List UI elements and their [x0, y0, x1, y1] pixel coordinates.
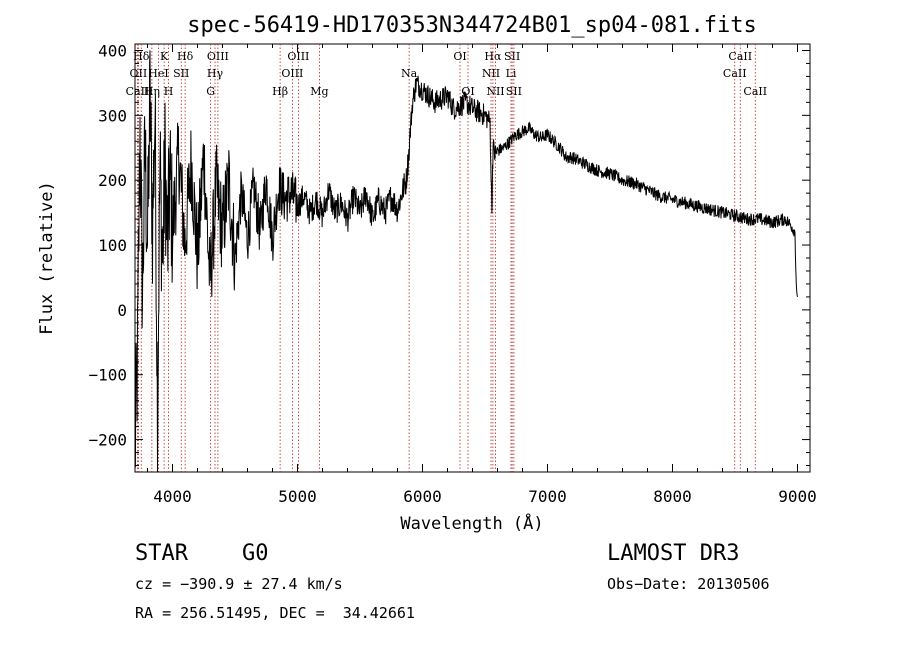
- coordinates: RA = 256.51495, DEC = 34.42661: [135, 604, 415, 622]
- line-label-1-3: Hγ: [207, 67, 224, 80]
- line-label-2-5: Mg: [310, 85, 328, 98]
- redshift-cz: cz = −390.9 ± 27.4 km/s: [135, 575, 343, 593]
- line-label-0-0: Hδ: [133, 50, 150, 63]
- line-label-2-2: H: [164, 85, 174, 98]
- line-label-0-1: K: [160, 50, 169, 63]
- y-tick-label-6: 400: [98, 41, 127, 60]
- line-label-1-1: HeI: [148, 67, 168, 80]
- line-label-2-3: G: [206, 85, 215, 98]
- y-tick-label-3: 100: [98, 236, 127, 255]
- x-tick-label-2: 6000: [403, 487, 442, 506]
- line-label-0-4: OIII: [287, 50, 309, 63]
- observation-date: Obs−Date: 20130506: [607, 575, 770, 593]
- flux-series-line: [134, 50, 798, 473]
- object-subclass: G0: [242, 541, 269, 566]
- y-axis-ticks: −200 −100 0 100 200 300 400: [88, 41, 810, 467]
- line-label-1-8: CaII: [723, 67, 747, 80]
- line-label-0-7: SII: [504, 50, 520, 63]
- line-label-0-8: CaII: [728, 50, 752, 63]
- line-label-1-7: Li: [506, 67, 517, 80]
- line-label-1-4: OIII: [281, 67, 303, 80]
- x-axis-label: Wavelength (Å): [400, 512, 543, 534]
- x-tick-label-1: 5000: [278, 487, 317, 506]
- y-tick-label-0: −200: [88, 431, 127, 450]
- line-label-1-6: NII: [482, 67, 500, 80]
- chart-title: spec-56419-HD170353N344724B01_sp04-081.f…: [187, 13, 757, 38]
- y-axis-label: Flux (relative): [37, 181, 57, 335]
- y-tick-label-4: 200: [98, 171, 127, 190]
- line-label-2-7: NII: [486, 85, 504, 98]
- line-label-1-0: OII: [130, 67, 148, 80]
- line-label-2-9: CaII: [743, 85, 767, 98]
- line-label-0-2: Hδ: [177, 50, 194, 63]
- x-tick-label-3: 7000: [528, 487, 567, 506]
- line-label-1-2: SII: [173, 67, 189, 80]
- line-label-0-5: OI: [453, 50, 466, 63]
- object-class: STAR: [135, 541, 188, 566]
- y-tick-label-5: 300: [98, 106, 127, 125]
- x-tick-label-0: 4000: [153, 487, 192, 506]
- line-label-2-0: CaII: [126, 85, 150, 98]
- y-tick-label-1: −100: [88, 366, 127, 385]
- x-tick-label-5: 9000: [778, 487, 817, 506]
- x-axis-ticks: 4000 5000 6000 7000 8000 9000: [147, 44, 817, 506]
- line-label-1-5: Na: [401, 67, 418, 80]
- y-tick-label-2: 0: [117, 301, 127, 320]
- line-label-2-6: OI: [461, 85, 474, 98]
- line-label-2-8: SII: [506, 85, 522, 98]
- x-tick-label-4: 8000: [653, 487, 692, 506]
- line-label-2-4: Hβ: [272, 85, 288, 98]
- line-label-0-6: Hα: [484, 50, 502, 63]
- line-label-2-1: Hη: [144, 85, 160, 98]
- survey-name: LAMOST DR3: [607, 541, 740, 566]
- line-label-0-3: OIII: [207, 50, 229, 63]
